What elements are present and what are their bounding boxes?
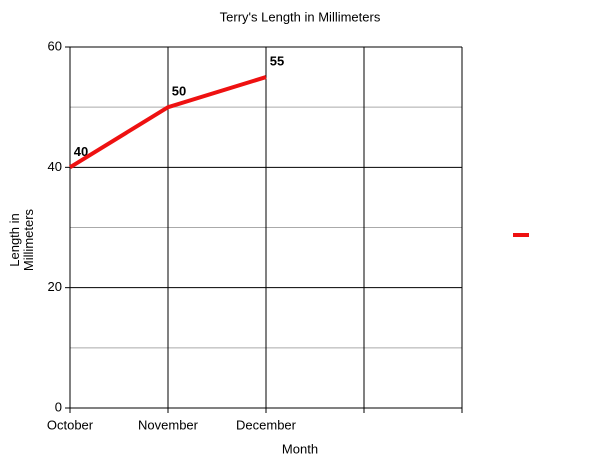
y-tick-label: 60	[48, 38, 62, 53]
y-tick-label: 0	[55, 399, 62, 414]
chart-title: Terry's Length in Millimeters	[220, 9, 381, 24]
x-tick-label: October	[47, 417, 94, 432]
x-tick-label: December	[236, 417, 297, 432]
y-tick-label: 20	[48, 279, 62, 294]
data-label: 50	[172, 84, 186, 99]
y-tick-label: 40	[48, 159, 62, 174]
x-axis-label: Month	[282, 441, 318, 456]
data-label: 40	[74, 144, 88, 159]
data-label: 55	[270, 54, 284, 69]
x-tick-label: November	[138, 417, 199, 432]
series-line	[68, 75, 267, 170]
y-axis-label: Length in Millimeters	[7, 208, 36, 272]
